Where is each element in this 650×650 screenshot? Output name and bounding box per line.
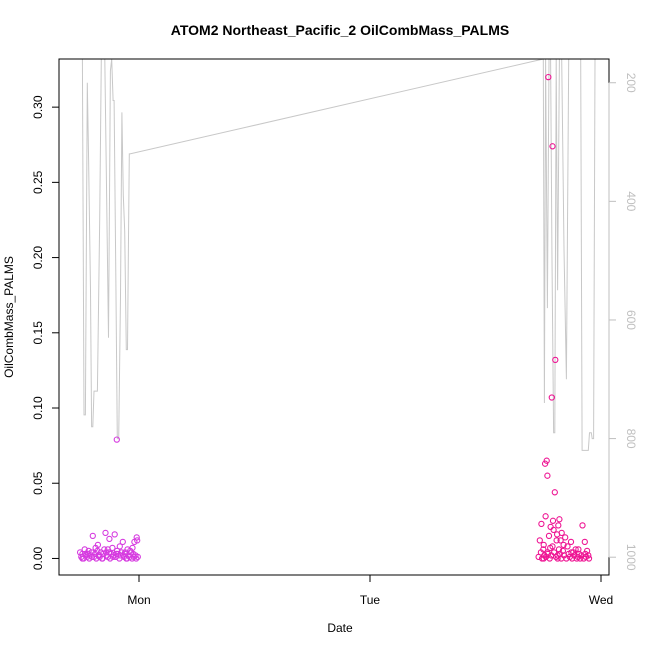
data-point: [556, 516, 563, 523]
y-axis: 0.00 0.05 0.10 0.15 0.20 0.25 0.30: [31, 95, 60, 570]
data-point: [552, 356, 559, 364]
data-point: [96, 552, 103, 559]
data-point: [550, 526, 557, 534]
data-point: [581, 538, 588, 546]
data-point: [116, 543, 123, 550]
x-axis: Mon Tue Wed: [127, 574, 613, 607]
data-point: [567, 538, 575, 546]
data-point: [545, 532, 553, 540]
data-point: [79, 555, 86, 562]
data-point: [549, 517, 557, 524]
data-point: [548, 394, 555, 401]
data-point: [540, 541, 547, 549]
data-point: [554, 552, 561, 559]
data-point: [555, 546, 563, 553]
data-point: [99, 555, 106, 562]
data-point: [133, 555, 140, 562]
y-tick-label: 0.20: [31, 246, 45, 270]
data-point: [557, 537, 564, 544]
x-axis-label: Date: [327, 621, 353, 635]
data-point: [553, 537, 560, 544]
y-tick-label: 0.25: [31, 170, 45, 194]
data-point: [113, 436, 120, 443]
data-point: [113, 550, 120, 558]
data-point: [81, 546, 88, 553]
data-point: [540, 555, 547, 562]
data-point: [568, 549, 575, 556]
y-tick-label: 0.15: [31, 321, 45, 345]
altitude-line: [80, 59, 601, 451]
data-point: [134, 537, 141, 544]
data-point: [585, 552, 592, 559]
x-tick-label: Tue: [360, 593, 381, 607]
data-point: [536, 537, 543, 544]
data-point: [129, 544, 136, 552]
data-point: [544, 472, 551, 479]
data-point: [88, 553, 96, 561]
data-point: [555, 522, 562, 529]
data-point: [133, 534, 140, 541]
x-tick-label: Mon: [127, 593, 150, 607]
data-point: [562, 534, 569, 541]
data-point: [549, 143, 556, 150]
right-tick-label: 400: [624, 191, 638, 211]
y-tick-label: 0.05: [31, 471, 45, 495]
data-point: [85, 547, 92, 555]
data-point: [540, 546, 547, 553]
data-point: [111, 531, 118, 538]
data-point: [134, 553, 141, 561]
data-point: [104, 546, 111, 553]
data-point: [103, 549, 110, 556]
data-point: [106, 535, 113, 543]
right-axis: 200 400 600 800 1000: [608, 73, 638, 571]
data-point: [545, 73, 552, 81]
data-point: [102, 529, 109, 537]
data-point: [558, 529, 565, 537]
data-point: [543, 457, 550, 464]
x-tick-label: Wed: [589, 593, 613, 607]
data-point: [544, 549, 551, 556]
data-point: [547, 523, 554, 531]
data-point: [121, 549, 129, 556]
data-point: [542, 513, 549, 520]
chart-title: ATOM2 Northeast_Pacific_2 OilCombMass_PA…: [171, 22, 509, 38]
data-point: [94, 541, 102, 549]
data-point: [541, 460, 549, 467]
data-point: [546, 555, 553, 562]
plot-data: [76, 59, 601, 562]
data-point: [123, 555, 131, 562]
data-point: [572, 546, 579, 553]
data-point: [582, 550, 589, 558]
data-point: [538, 520, 545, 528]
y-tick-label: 0.10: [31, 396, 45, 420]
right-tick-label: 200: [624, 73, 638, 93]
y-tick-label: 0.30: [31, 95, 45, 119]
data-point: [585, 555, 593, 562]
data-point: [119, 538, 126, 546]
plot-frame: [58, 58, 610, 576]
data-point: [560, 541, 567, 549]
data-point: [575, 546, 582, 553]
right-tick-label: 600: [624, 310, 638, 330]
data-point: [579, 522, 586, 529]
data-point: [551, 489, 558, 496]
right-tick-label: 800: [624, 429, 638, 449]
data-point: [564, 543, 571, 550]
data-point: [577, 555, 584, 562]
data-point: [549, 543, 556, 550]
data-point: [89, 532, 96, 540]
y-tick-label: 0.00: [31, 546, 45, 570]
y-axis-label: OilCombMass_PALMS: [2, 256, 16, 378]
right-tick-label: 1000: [624, 544, 638, 571]
